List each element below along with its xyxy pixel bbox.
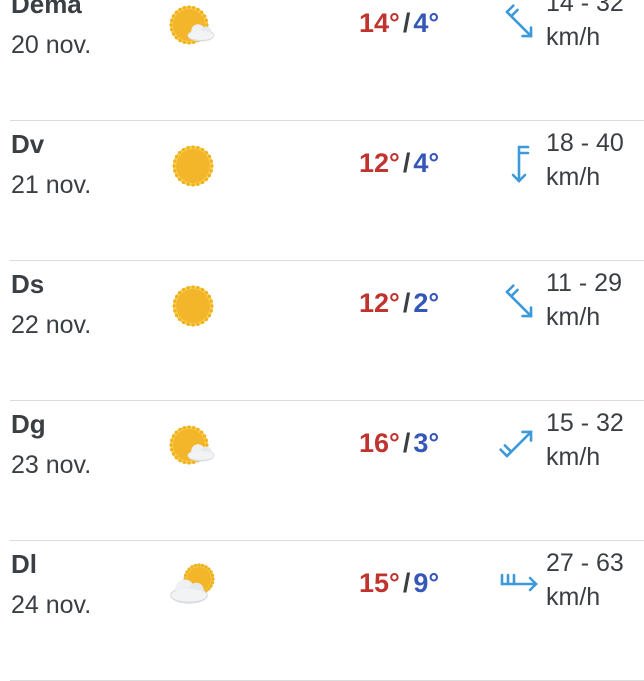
- wind-range: 11 - 29: [546, 269, 622, 297]
- temp-min: 2°: [413, 288, 440, 318]
- wind-unit: km/h: [546, 163, 601, 191]
- wind-speed: 18 - 40 km/h: [546, 126, 624, 194]
- wind-direction-icon: [500, 573, 538, 592]
- wind-range: 27 - 63: [546, 549, 624, 577]
- day-date: 21 nov.: [11, 171, 92, 199]
- temp-separator: /: [402, 148, 411, 178]
- weather-icon: [169, 425, 215, 465]
- forecast-row[interactable]: Dv 21 nov. 12°/4° 18 - 40 km/h: [0, 121, 644, 261]
- wind-direction-icon: [511, 145, 530, 183]
- wind-unit: km/h: [546, 443, 601, 471]
- temp-max: 12°: [359, 148, 400, 178]
- weather-icon: [172, 145, 214, 187]
- row-divider: [10, 260, 644, 261]
- temp-max: 16°: [359, 428, 400, 458]
- wind-range: 15 - 32: [546, 409, 624, 437]
- wind-speed: 27 - 63 km/h: [546, 546, 624, 614]
- forecast-row[interactable]: Ds 22 nov. 12°/2° 11 - 29 km/h: [0, 261, 644, 401]
- temp-separator: /: [402, 428, 411, 458]
- day-name: Dg: [11, 409, 46, 439]
- day-date: 20 nov.: [11, 31, 92, 59]
- weather-icon: [172, 285, 214, 327]
- temp-max: 12°: [359, 288, 400, 318]
- temp-max: 15°: [359, 568, 400, 598]
- weather-icon: [169, 5, 215, 45]
- temperature: 16°/3°: [359, 428, 439, 459]
- wind-unit: km/h: [546, 303, 601, 331]
- wind-unit: km/h: [546, 23, 601, 51]
- temp-max: 14°: [359, 8, 400, 38]
- temp-min: 3°: [413, 428, 440, 458]
- temp-min: 4°: [413, 8, 440, 38]
- row-divider: [10, 120, 644, 121]
- day-name: Dv: [11, 129, 45, 159]
- temperature: 15°/9°: [359, 568, 439, 599]
- day-name: Demà: [11, 0, 82, 19]
- wind-speed: 14 - 32 km/h: [546, 0, 624, 54]
- row-divider: [10, 540, 644, 541]
- wind-direction-icon: [505, 4, 533, 38]
- wind-speed: 11 - 29 km/h: [546, 266, 622, 334]
- day-date: 22 nov.: [11, 311, 92, 339]
- temp-separator: /: [402, 288, 411, 318]
- temperature: 12°/4°: [359, 148, 439, 179]
- wind-direction-icon: [499, 430, 533, 458]
- temperature: 12°/2°: [359, 288, 439, 319]
- temp-separator: /: [402, 8, 411, 38]
- wind-range: 14 - 32: [546, 0, 624, 17]
- day-name: Ds: [11, 269, 45, 299]
- temp-separator: /: [402, 568, 411, 598]
- wind-range: 18 - 40: [546, 129, 624, 157]
- forecast-row[interactable]: Demà 20 nov. 14°/4° 14 - 32 km/h: [0, 0, 644, 121]
- wind-speed: 15 - 32 km/h: [546, 406, 624, 474]
- wind-direction-icon: [505, 284, 533, 318]
- forecast-row[interactable]: Dg 23 nov. 16°/3° 15 - 32 km/h: [0, 401, 644, 541]
- temperature: 14°/4°: [359, 8, 439, 39]
- day-date: 23 nov.: [11, 451, 92, 479]
- forecast-row[interactable]: Dl 24 nov. 15°/9° 27 - 63 km/h: [0, 541, 644, 681]
- weather-icon: [170, 563, 215, 604]
- day-name: Dl: [11, 549, 37, 579]
- row-divider: [10, 400, 644, 401]
- wind-unit: km/h: [546, 583, 601, 611]
- temp-min: 4°: [413, 148, 440, 178]
- temp-min: 9°: [413, 568, 440, 598]
- day-date: 24 nov.: [11, 591, 92, 619]
